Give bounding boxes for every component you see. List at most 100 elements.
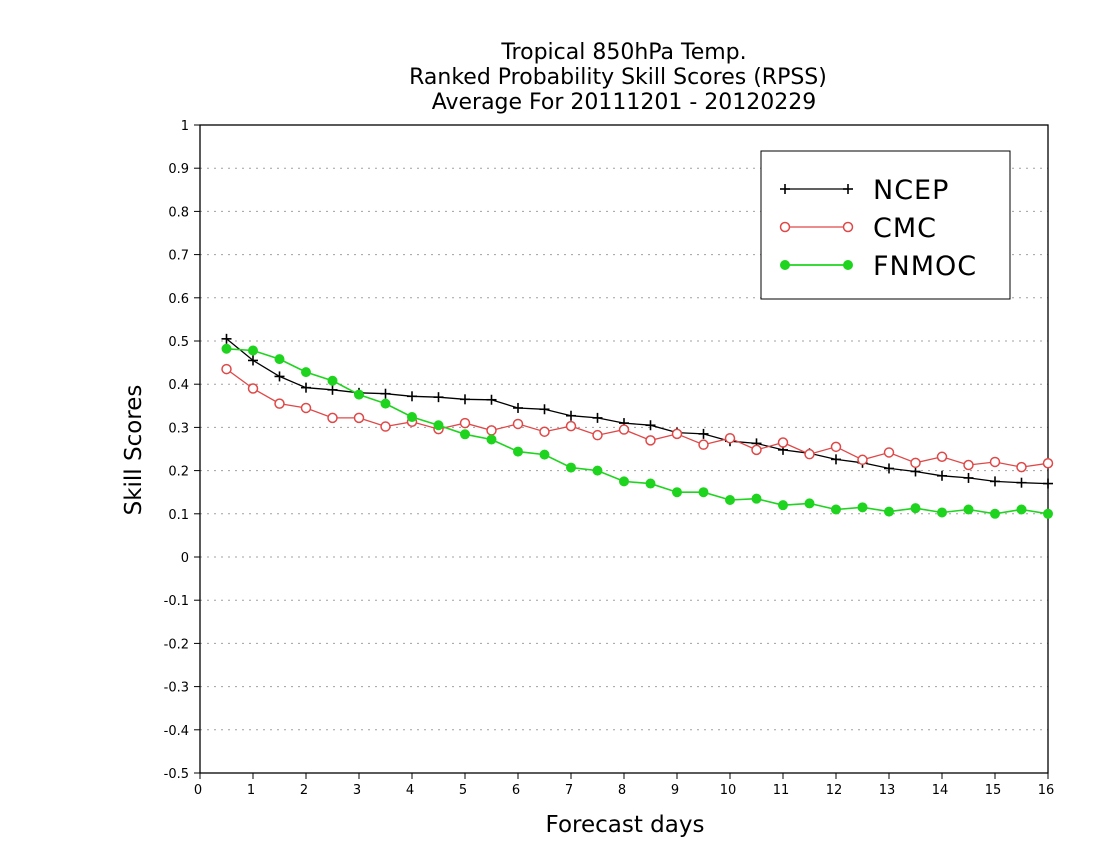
grid bbox=[200, 167, 1048, 731]
legend-box bbox=[760, 150, 1011, 300]
data-point-cmc bbox=[645, 435, 656, 446]
x-tick-label: 1 bbox=[247, 783, 255, 798]
data-point-fnmoc bbox=[1016, 504, 1027, 515]
data-point-cmc bbox=[910, 457, 921, 469]
data-point-cmc bbox=[274, 398, 285, 409]
data-point-ncep bbox=[1016, 477, 1027, 488]
y-tick-label: 0 bbox=[181, 551, 189, 566]
data-point-ncep bbox=[831, 454, 841, 465]
data-point-cmc bbox=[300, 402, 312, 414]
x-tick-label: 15 bbox=[985, 783, 1002, 798]
data-point-fnmoc bbox=[990, 508, 1000, 519]
data-point-cmc bbox=[539, 426, 550, 437]
data-point-fnmoc bbox=[937, 507, 947, 518]
data-point-cmc bbox=[1016, 461, 1027, 473]
data-point-ncep bbox=[221, 333, 232, 344]
y-tick-label: -0.3 bbox=[164, 681, 189, 696]
data-point-ncep bbox=[274, 371, 285, 382]
data-point-fnmoc bbox=[407, 412, 417, 423]
data-point-ncep bbox=[433, 392, 444, 403]
data-point-fnmoc bbox=[698, 487, 709, 498]
data-point-fnmoc bbox=[539, 449, 550, 460]
data-point-ncep bbox=[645, 420, 656, 431]
data-point-fnmoc bbox=[963, 504, 974, 515]
data-point-fnmoc bbox=[884, 506, 894, 517]
data-point-ncep bbox=[566, 410, 576, 421]
x-axis-title: Forecast days bbox=[546, 812, 705, 838]
data-point-cmc bbox=[459, 417, 471, 429]
chart-title-line-3: Average For 20111201 - 20120229 bbox=[432, 90, 817, 115]
series-cmc bbox=[221, 363, 1054, 473]
y-tick-label: 1 bbox=[181, 119, 189, 134]
data-point-fnmoc bbox=[751, 493, 762, 504]
x-tick-label: 11 bbox=[773, 783, 790, 798]
data-point-fnmoc bbox=[486, 434, 497, 445]
data-point-fnmoc bbox=[327, 375, 338, 386]
legend-marker bbox=[843, 184, 853, 194]
data-point-fnmoc bbox=[566, 462, 576, 473]
data-point-fnmoc bbox=[301, 367, 311, 378]
data-point-fnmoc bbox=[619, 476, 629, 487]
axes: 1 0.9 0.8 0.7 0.6 0.5 0.4 0.3 0.2 0.1 0 -0.1 -0.2 -0.… bbox=[164, 119, 1055, 798]
data-point-ncep bbox=[592, 412, 603, 423]
legend-item-cmc: CMC bbox=[779, 213, 937, 244]
y-tick-label: 0.2 bbox=[168, 465, 189, 480]
legend-marker bbox=[780, 260, 790, 270]
data-point-cmc bbox=[989, 456, 1001, 468]
legend-label-ncep: NCEP bbox=[873, 175, 949, 206]
data-point-fnmoc bbox=[380, 398, 391, 409]
data-point-cmc bbox=[1042, 458, 1054, 469]
x-tick-label: 3 bbox=[353, 783, 361, 798]
data-point-fnmoc bbox=[778, 500, 788, 511]
data-point-cmc bbox=[512, 418, 524, 430]
data-point-ncep bbox=[1043, 478, 1053, 489]
data-point-cmc bbox=[486, 425, 497, 436]
data-point-cmc bbox=[327, 412, 338, 424]
data-point-fnmoc bbox=[725, 494, 735, 505]
legend-marker bbox=[842, 221, 854, 233]
data-point-ncep bbox=[301, 382, 311, 393]
data-point-fnmoc bbox=[513, 446, 523, 457]
data-point-cmc bbox=[857, 454, 868, 466]
x-tick-label: 5 bbox=[459, 783, 467, 798]
data-point-fnmoc bbox=[831, 504, 841, 515]
legend-label-fnmoc: FNMOC bbox=[873, 251, 977, 282]
legend-label-cmc: CMC bbox=[873, 213, 937, 244]
y-tick-label: -0.5 bbox=[164, 767, 189, 782]
y-tick-label: 0.9 bbox=[168, 162, 189, 177]
x-tick-label: 0 bbox=[194, 783, 202, 798]
data-point-cmc bbox=[618, 424, 630, 435]
data-point-cmc bbox=[777, 437, 789, 448]
x-tick-label: 6 bbox=[512, 783, 520, 798]
data-point-fnmoc bbox=[857, 502, 868, 513]
data-point-ncep bbox=[963, 472, 974, 483]
legend-item-ncep: NCEP bbox=[780, 175, 949, 206]
series-ncep bbox=[221, 333, 1053, 489]
data-point-ncep bbox=[698, 428, 709, 439]
data-point-fnmoc bbox=[804, 498, 815, 509]
data-point-ncep bbox=[327, 384, 338, 395]
series-line-fnmoc bbox=[226, 348, 1049, 515]
data-point-ncep bbox=[990, 476, 1000, 487]
data-point-fnmoc bbox=[248, 345, 258, 356]
y-tick-label: -0.4 bbox=[164, 724, 189, 739]
data-point-fnmoc bbox=[433, 420, 444, 431]
data-point-ncep bbox=[248, 355, 258, 366]
data-point-fnmoc bbox=[910, 503, 921, 514]
x-tick-label: 2 bbox=[300, 783, 308, 798]
data-point-ncep bbox=[910, 466, 921, 477]
data-point-ncep bbox=[937, 470, 947, 481]
y-tick-label: 0.3 bbox=[168, 421, 189, 436]
data-point-cmc bbox=[671, 428, 683, 440]
data-point-fnmoc bbox=[1043, 508, 1053, 519]
data-point-fnmoc bbox=[645, 478, 656, 489]
data-point-fnmoc bbox=[274, 354, 285, 365]
x-tick-label: 12 bbox=[826, 783, 843, 798]
x-tick-label: 9 bbox=[671, 783, 679, 798]
legend-item-fnmoc: FNMOC bbox=[780, 251, 977, 282]
data-point-fnmoc bbox=[460, 429, 470, 440]
data-point-ncep bbox=[380, 388, 391, 399]
data-point-ncep bbox=[486, 394, 497, 405]
data-point-fnmoc bbox=[354, 389, 364, 400]
